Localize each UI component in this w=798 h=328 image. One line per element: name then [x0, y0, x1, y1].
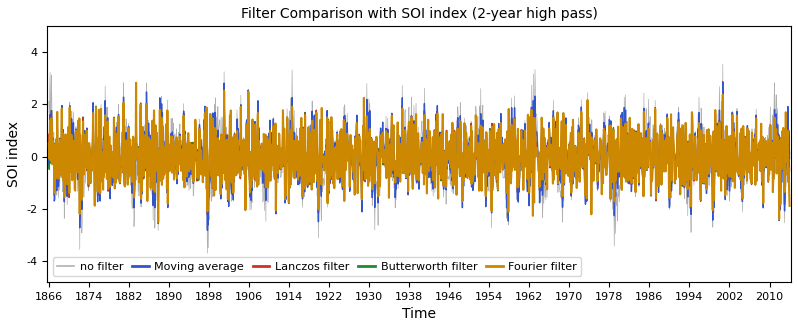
Lanczos filter — [764, 173, 774, 177]
Butterworth filter — [136, 101, 145, 105]
Lanczos filter — [729, 154, 738, 158]
no filter — [203, 251, 212, 255]
Moving average — [543, 151, 553, 154]
Fourier filter — [784, 204, 794, 208]
Fourier filter — [153, 220, 163, 224]
Moving average — [136, 158, 145, 162]
Moving average — [784, 157, 794, 161]
Line: Butterworth filter: Butterworth filter — [49, 83, 789, 219]
no filter — [784, 166, 794, 170]
no filter — [729, 153, 738, 157]
Fourier filter — [543, 144, 553, 148]
no filter — [543, 158, 553, 162]
Fourier filter — [132, 81, 141, 85]
Line: no filter: no filter — [49, 64, 789, 253]
Moving average — [729, 150, 738, 154]
Moving average — [718, 80, 728, 84]
Legend: no filter, Moving average, Lanczos filter, Butterworth filter, Fourier filter: no filter, Moving average, Lanczos filte… — [53, 257, 582, 276]
Butterworth filter — [346, 136, 355, 140]
Lanczos filter — [132, 82, 141, 86]
Butterworth filter — [543, 143, 553, 147]
Butterworth filter — [784, 151, 794, 155]
Lanczos filter — [543, 143, 553, 147]
Butterworth filter — [132, 81, 141, 85]
Butterworth filter — [153, 217, 163, 221]
Moving average — [346, 180, 355, 184]
Fourier filter — [575, 180, 584, 184]
Fourier filter — [346, 133, 355, 137]
no filter — [136, 166, 145, 170]
Line: Lanczos filter: Lanczos filter — [49, 84, 789, 220]
Fourier filter — [136, 103, 145, 107]
Butterworth filter — [764, 172, 774, 176]
no filter — [44, 99, 53, 103]
Butterworth filter — [729, 155, 738, 159]
Butterworth filter — [44, 157, 53, 161]
Fourier filter — [44, 142, 53, 146]
Moving average — [575, 137, 584, 141]
no filter — [346, 176, 355, 180]
Lanczos filter — [784, 168, 794, 172]
Lanczos filter — [44, 133, 53, 136]
X-axis label: Time: Time — [402, 307, 437, 321]
Lanczos filter — [75, 218, 85, 222]
no filter — [575, 128, 584, 132]
no filter — [718, 62, 728, 66]
Line: Fourier filter: Fourier filter — [49, 83, 789, 222]
Moving average — [44, 151, 53, 155]
Moving average — [203, 228, 212, 232]
Butterworth filter — [575, 180, 584, 184]
Lanczos filter — [575, 179, 584, 183]
Fourier filter — [764, 172, 774, 176]
Lanczos filter — [346, 136, 355, 140]
Line: Moving average: Moving average — [49, 82, 789, 230]
Fourier filter — [729, 158, 738, 162]
no filter — [764, 158, 774, 162]
Moving average — [764, 171, 774, 174]
Lanczos filter — [136, 196, 146, 200]
Title: Filter Comparison with SOI index (2-year high pass): Filter Comparison with SOI index (2-year… — [241, 7, 598, 21]
Y-axis label: SOI index: SOI index — [7, 121, 21, 187]
